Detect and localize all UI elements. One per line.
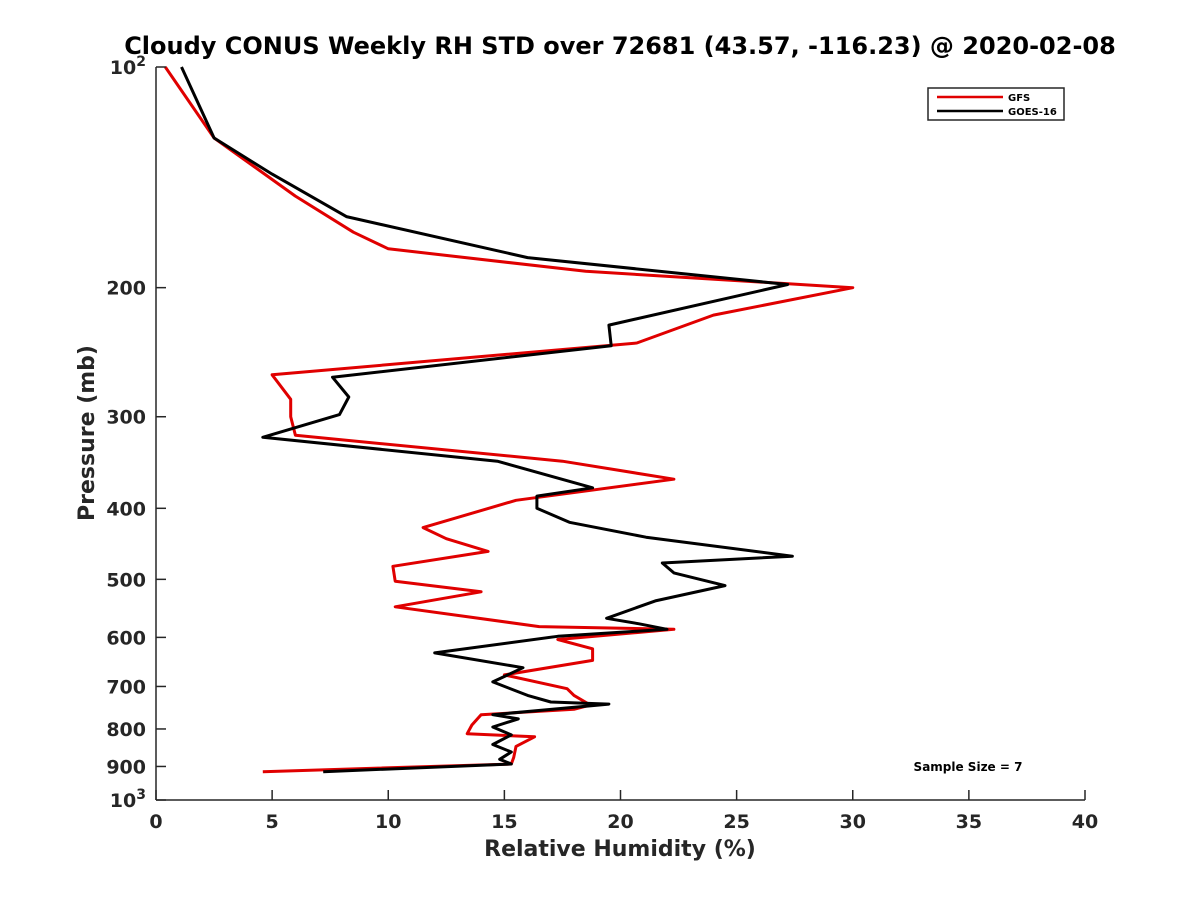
legend-box — [927, 87, 1065, 121]
y-tick-label: 900 — [106, 756, 146, 778]
legend-label-goes-16: GOES-16 — [1008, 107, 1057, 118]
x-tick-label: 0 — [149, 811, 162, 833]
legend-items: GFS GOES-16 — [937, 93, 1057, 118]
x-tick-label: 25 — [723, 811, 749, 833]
y-tick-label: 103 — [110, 787, 146, 812]
x-axis-ticks: 0 5 10 15 20 25 30 35 40 — [149, 790, 1098, 833]
sample-size-annotation: Sample Size = 7 — [914, 760, 1023, 774]
chart-title: Cloudy CONUS Weekly RH STD over 72681 (4… — [124, 32, 1116, 60]
y-tick-label: 102 — [110, 54, 146, 79]
x-tick-label: 5 — [266, 811, 279, 833]
plot-area: 0 5 10 15 20 25 30 35 40 102 200 300 400 500 600 700 80… — [106, 54, 1098, 833]
x-tick-label: 10 — [375, 811, 401, 833]
series-line-gfs — [164, 66, 855, 774]
x-tick-label: 20 — [607, 811, 633, 833]
y-tick-label: 600 — [106, 627, 146, 649]
x-tick-label: 15 — [491, 811, 517, 833]
y-axis-ticks: 102 200 300 400 500 600 700 800 900 103 — [106, 54, 166, 812]
y-tick-label: 200 — [106, 278, 146, 300]
x-tick-label: 30 — [840, 811, 866, 833]
y-tick-label: 800 — [106, 719, 146, 741]
legend: GFS GOES-16 — [927, 87, 1065, 121]
x-tick-label: 40 — [1072, 811, 1098, 833]
y-tick-label: 500 — [106, 569, 146, 591]
series-group — [164, 66, 855, 774]
series-line-goes-16 — [180, 66, 794, 774]
x-tick-label: 35 — [956, 811, 982, 833]
x-axis-label: Relative Humidity (%) — [484, 837, 756, 862]
y-tick-label: 300 — [106, 407, 146, 429]
y-tick-label: 400 — [106, 498, 146, 520]
legend-label-gfs: GFS — [1008, 93, 1030, 104]
y-tick-label: 700 — [106, 676, 146, 698]
y-axis-label: Pressure (mb) — [75, 345, 100, 521]
